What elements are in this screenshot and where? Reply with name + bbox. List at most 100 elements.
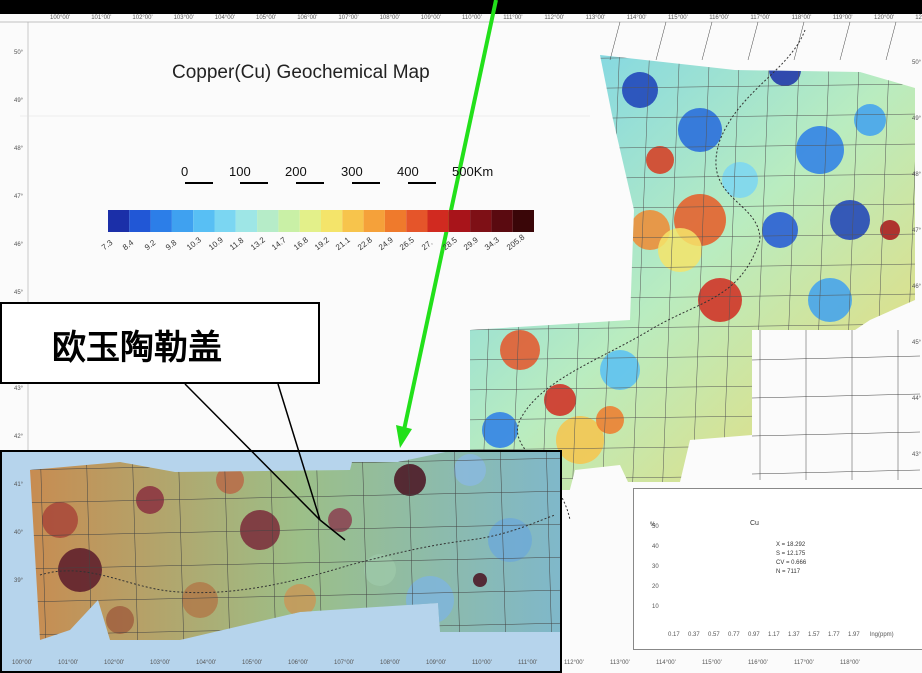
frame-tick-label: 113°00' [610,660,630,666]
top-black-bar [0,0,922,14]
legend-swatch [448,210,471,232]
scale-label-200: 200 [285,164,307,179]
frame-tick-label: 106°00' [288,660,309,666]
frame-tick-label: 110°00' [472,660,492,666]
legend-swatch [512,210,534,232]
histogram-y-tick: 50 [652,524,659,530]
legend-swatch [363,210,385,232]
frame-tick-label: 43° [912,452,922,458]
border-line-east [517,29,806,521]
frame-tick-label: 48° [14,146,24,152]
histogram-y-tick: 30 [652,564,659,570]
frame-tick-label: 108°00' [379,15,400,21]
east-outer-grid [609,21,921,480]
frame-tick-label: 107°00' [334,660,355,666]
histogram-x-tick: 1.17 [768,632,780,638]
histogram-x-label: lng(ppm) [870,632,894,638]
frame-tick-label: 46° [912,284,922,290]
legend-swatch [299,210,321,232]
frame-tick-label: 117°00' [794,660,814,666]
frame-tick-label: 115°00' [668,15,688,21]
frame-tick-label: 101°00' [91,15,112,21]
frame-tick-label: 107°00' [338,15,359,21]
histogram-x-tick: 0.97 [748,632,760,638]
scale-label-0: 0 [181,164,189,179]
callout-text: 欧玉陶勒盖 [52,328,222,368]
frame-tick-label: 39° [14,578,24,584]
histogram-y-tick: 10 [652,604,659,610]
scale-label-300: 300 [341,164,363,179]
legend-swatch [342,210,364,232]
legend-swatch [406,210,428,232]
frame-tick-label: 117°00' [750,15,771,21]
frame-tick-label: 109°00' [426,660,447,666]
scale-label-400: 400 [397,164,419,179]
frame-tick-label: 112°00' [564,660,584,666]
frame-tick-label: 101°00' [58,660,79,666]
frame-tick-label: 111°00' [518,660,538,666]
histogram-x-tick: 0.17 [668,632,680,638]
frame-tick-label: 113°00' [585,15,606,21]
histogram-x-tick: 0.37 [688,632,700,638]
legend-swatch [321,210,343,232]
frame-tick-label: 47° [912,228,922,234]
frame-tick-label: 43° [14,386,24,392]
histogram-x-tick: 1.57 [808,632,820,638]
frame-tick-label: 114°00' [656,660,676,666]
frame-tick-label: 103°00' [173,15,194,21]
legend-swatch [108,210,130,232]
histogram-y-tick: 20 [652,584,659,590]
histogram-y-tick: 40 [652,544,659,550]
scale-label-100: 100 [229,164,251,179]
frame-tick-label: 108°00' [380,660,401,666]
legend-swatch [470,210,492,232]
frame-tick-label: 116°00' [709,15,729,21]
legend-swatch [150,210,172,232]
frame-tick-label: 45° [912,340,922,346]
color-legend [108,210,534,232]
frame-tick-label: 116°00' [748,660,768,666]
east-region [470,55,915,501]
frame-tick-label: 44° [912,396,922,402]
frame-tick-label: 50° [912,60,922,66]
frame-tick-label: 103°00' [150,660,171,666]
callout-pointer-tip [319,519,346,541]
frame-tick-label: 49° [912,116,922,122]
frame-tick-label: 105°00' [242,660,263,666]
frame-tick-label: 41° [14,482,24,488]
legend-swatch [214,210,236,232]
west-panel-map [2,450,560,671]
frame-tick-label: 106°00' [297,15,318,21]
legend-swatch [384,210,407,232]
frame-tick-label: 111°00' [503,15,523,21]
frame-tick-label: 120°00' [874,15,895,21]
histogram-y-unit: % [650,522,656,528]
frame-tick-label: 112°00' [544,15,565,21]
frame-tick-label: 109°00' [420,15,442,21]
scale-label-500km: 500Km [452,164,494,179]
legend-swatch [427,210,449,232]
frame-tick-label: 114°00' [626,15,647,21]
histogram-box [633,488,922,650]
frame-tick-label: 119°00' [832,15,853,21]
frame-tick-label: 102°00' [132,15,153,21]
legend-swatch [235,210,258,232]
frame-tick-label: 104°00' [196,660,217,666]
stat-sd: S = 12.175 [776,551,806,557]
map-title: Copper(Cu) Geochemical Map [172,62,430,83]
legend-swatch [278,210,300,232]
stat-n: N = 7117 [776,569,801,575]
frame-tick-label: 118°00' [840,660,860,666]
frame-tick-label: 121°00' [915,15,922,21]
frame-tick-label: 102°00' [104,660,125,666]
frame-tick-label: 104°00' [214,15,236,21]
frame-tick-label: 47° [14,194,24,200]
frame-tick-label: 49° [14,98,24,104]
frame-tick-label: 40° [14,530,24,536]
frame-tick-label: 100°00' [12,660,33,666]
frame-tick-label: 105°00' [256,15,277,21]
west-panel-frame [0,450,562,673]
frame-tick-label: 45° [14,290,24,296]
